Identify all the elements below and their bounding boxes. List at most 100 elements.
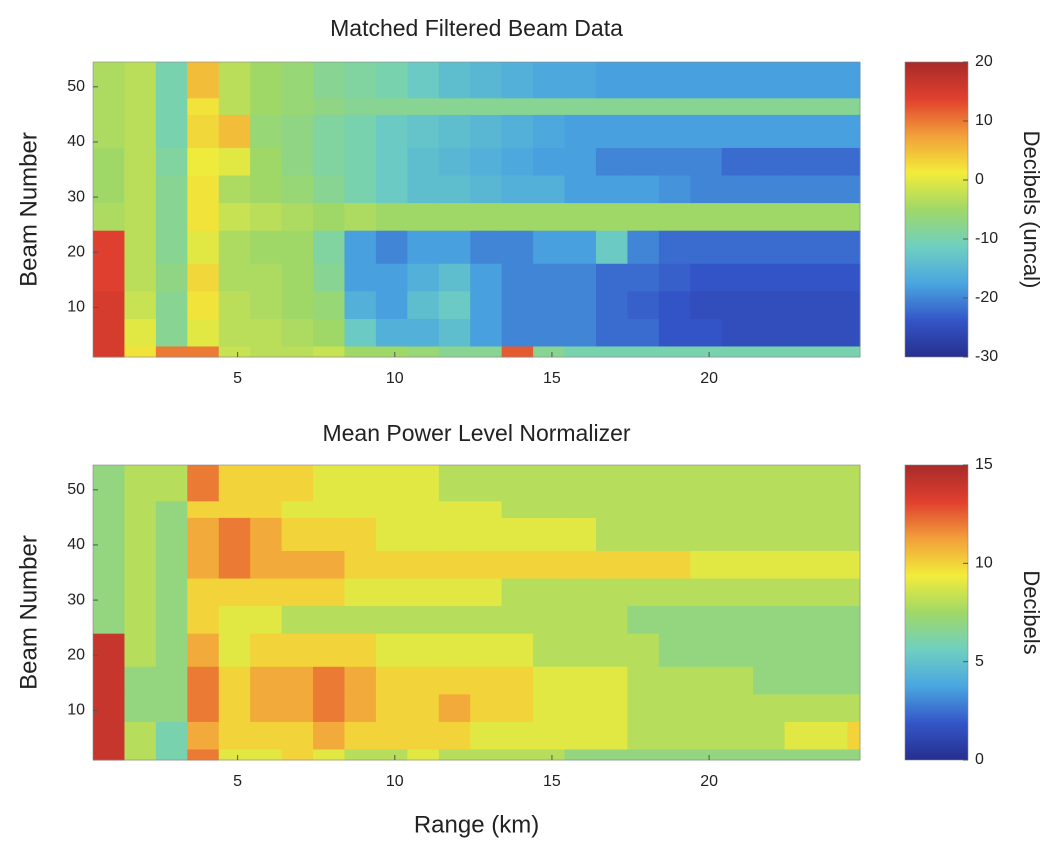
colorbar-tick-label: -20 <box>975 289 998 306</box>
heatmap-cell <box>533 318 566 347</box>
heatmap-cell <box>344 465 377 502</box>
colorbar-tick-label: -10 <box>975 230 998 247</box>
heatmap-cell <box>375 721 408 750</box>
heatmap-cell <box>93 230 125 264</box>
heatmap-cell <box>93 605 125 634</box>
heatmap-cell <box>187 666 220 695</box>
heatmap-cell <box>281 578 314 607</box>
heatmap-cell <box>721 517 754 551</box>
heatmap-cell <box>753 666 786 695</box>
heatmap-cell <box>690 605 723 634</box>
heatmap-cell <box>124 465 157 502</box>
heatmap-cell <box>658 175 691 204</box>
heatmap-cell <box>124 175 157 204</box>
heatmap-cell <box>501 97 534 115</box>
heatmap-cell <box>124 633 157 667</box>
heatmap-cell <box>155 147 188 176</box>
heatmap-cell <box>658 263 691 292</box>
heatmap-cell <box>470 175 503 204</box>
heatmap-cell <box>815 263 848 292</box>
heatmap-cell <box>218 693 251 722</box>
heatmap-cell <box>281 230 314 264</box>
heatmap-cell <box>721 345 754 358</box>
heatmap-cell <box>407 633 440 667</box>
heatmap-cell <box>93 147 125 176</box>
heatmap-cell <box>344 578 377 607</box>
heatmap-cell <box>658 578 691 607</box>
y-tick-label: 40 <box>67 133 85 150</box>
heatmap-cell <box>250 318 283 347</box>
heatmap-cell <box>690 202 723 231</box>
heatmap-cell <box>187 318 220 347</box>
heatmap-cell <box>658 318 691 347</box>
heatmap-cell <box>470 465 503 502</box>
heatmap-cell <box>155 345 188 358</box>
heatmap-cell <box>784 114 817 148</box>
heatmap-cell <box>533 605 566 634</box>
heatmap-cell <box>658 97 691 115</box>
heatmap-cell <box>407 465 440 502</box>
heatmap-cell <box>250 605 283 634</box>
heatmap-cell <box>344 97 377 115</box>
heatmap-cell <box>407 97 440 115</box>
heatmap-cell <box>470 500 503 518</box>
heatmap-cell <box>344 693 377 722</box>
heatmap-cell <box>501 748 534 761</box>
heatmap-cell <box>815 147 848 176</box>
heatmap-cell <box>438 633 471 667</box>
heatmap-cell <box>564 114 597 148</box>
heatmap-cell <box>250 721 283 750</box>
heatmap-cell <box>470 290 503 319</box>
heatmap-cell <box>438 97 471 115</box>
heatmap-cell <box>595 465 628 502</box>
heatmap-cell <box>344 633 377 667</box>
heatmap-cell <box>595 517 628 551</box>
heatmap-cell <box>815 465 848 502</box>
heatmap-cell <box>564 517 597 551</box>
heatmap-cell <box>564 550 597 579</box>
heatmap-cell <box>658 147 691 176</box>
heatmap-cell <box>753 345 786 358</box>
heatmap-cell <box>470 114 503 148</box>
heatmap-cell <box>595 345 628 358</box>
heatmap-cell <box>93 345 125 358</box>
heatmap-cell <box>281 550 314 579</box>
heatmap-cell <box>721 693 754 722</box>
heatmap-cell <box>281 666 314 695</box>
heatmap-cell <box>815 202 848 231</box>
heatmap-cell <box>533 97 566 115</box>
heatmap-cell <box>627 517 660 551</box>
heatmap-cell <box>564 147 597 176</box>
x-axis-label: Range (km) <box>414 811 539 838</box>
heatmap-cell <box>815 290 848 319</box>
heatmap-cell <box>407 345 440 358</box>
heatmap-cell <box>281 114 314 148</box>
heatmap-cell <box>313 263 345 292</box>
heatmap-cell <box>344 500 377 518</box>
heatmap-cell <box>250 345 283 358</box>
heatmap-cell <box>438 517 471 551</box>
heatmap-cell <box>187 500 220 518</box>
heatmap-cell <box>753 721 786 750</box>
heatmap-cell <box>470 578 503 607</box>
heatmap-cell <box>533 578 566 607</box>
heatmap-cell <box>187 517 220 551</box>
heatmap-cell <box>784 517 817 551</box>
heatmap-cell <box>627 114 660 148</box>
x-tick-label: 20 <box>700 773 718 790</box>
heatmap-cell <box>407 605 440 634</box>
heatmap-cell <box>344 345 377 358</box>
heatmap-cell <box>847 578 861 607</box>
heatmap-cell <box>344 175 377 204</box>
heatmap-cell <box>595 97 628 115</box>
heatmap-cell <box>407 693 440 722</box>
heatmap-cell <box>281 318 314 347</box>
heatmap-cell <box>501 147 534 176</box>
heatmap-cell <box>501 318 534 347</box>
heatmap-cell <box>658 748 691 761</box>
heatmap-cell <box>564 290 597 319</box>
heatmap-cell <box>375 62 408 99</box>
heatmap-cell <box>281 517 314 551</box>
heatmap-cell <box>407 666 440 695</box>
heatmap-cell <box>375 633 408 667</box>
